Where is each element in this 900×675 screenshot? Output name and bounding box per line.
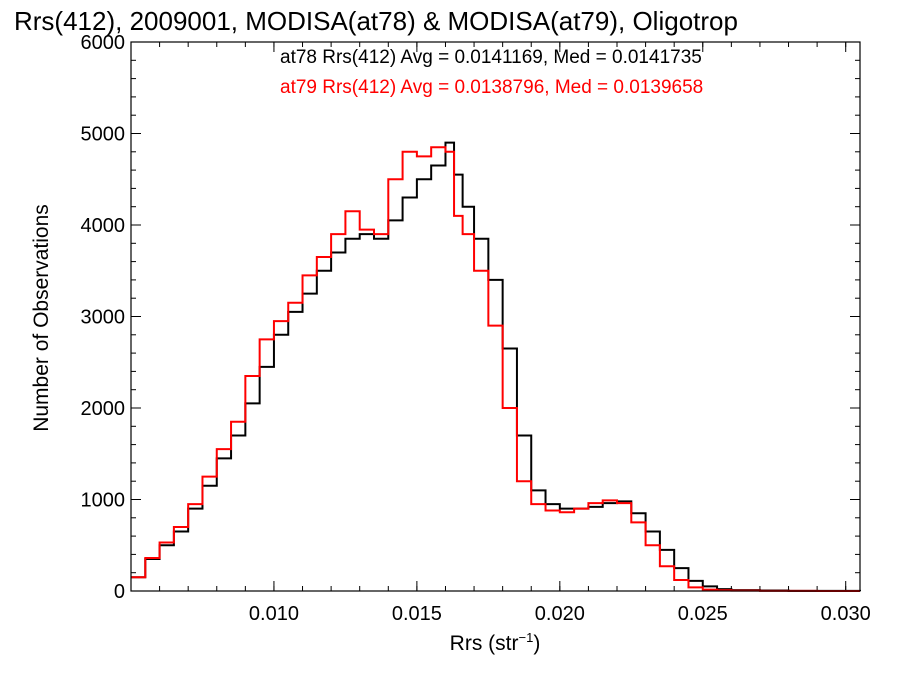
series-line-at78 — [131, 141, 861, 592]
annotation-at79: at79 Rrs(412) Avg = 0.0138796, Med = 0.0… — [280, 77, 704, 98]
axis-tick-labels: 0.010 0.015 0.020 0.025 0.030 0 1000 2000 3000 40… — [81, 32, 871, 625]
x-tick-label: 0.025 — [678, 603, 728, 625]
y-tick-label: 5000 — [81, 124, 126, 146]
series-line-at79 — [131, 146, 860, 592]
x-axis-label-main: Rrs (str — [449, 632, 519, 655]
y-tick-label: 6000 — [81, 32, 126, 54]
x-tick-label: 0.030 — [821, 603, 871, 625]
x-tick-label: 0.020 — [535, 603, 585, 625]
y-tick-label: 3000 — [81, 307, 126, 329]
x-axis-label: Rrs (str−1) — [450, 630, 541, 656]
x-tick-label: 0.015 — [392, 603, 442, 625]
y-tick-label: 4000 — [81, 215, 126, 237]
y-axis-label: Number of Observations — [30, 204, 53, 432]
y-tick-label: 0 — [114, 581, 125, 603]
chart-title: Rrs(412), 2009001, MODISA(at78) & MODISA… — [14, 6, 738, 36]
y-tick-label: 1000 — [81, 490, 126, 512]
series-layer — [131, 141, 861, 592]
x-tick-label: 0.010 — [249, 603, 299, 625]
y-tick-label: 2000 — [81, 398, 126, 420]
annotation-at78: at78 Rrs(412) Avg = 0.0141169, Med = 0.0… — [280, 47, 702, 68]
x-axis-label-superscript: −1 — [518, 630, 534, 645]
plot-frame — [130, 41, 861, 592]
x-axis-label-close: ) — [533, 632, 541, 655]
axis-ticks — [130, 41, 860, 592]
